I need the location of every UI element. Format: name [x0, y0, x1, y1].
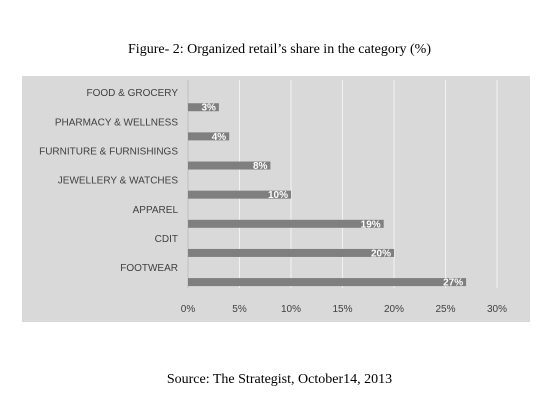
- x-tick-label: 25%: [435, 304, 455, 315]
- x-tick-label: 30%: [487, 304, 507, 315]
- bar-5: [188, 248, 394, 257]
- x-tick-label: 10%: [281, 304, 301, 315]
- data-label: 27%: [443, 278, 463, 289]
- data-label: 19%: [361, 219, 381, 230]
- category-labels: FOOD & GROCERY PHARMACY & WELLNESS FURNITU…: [39, 88, 178, 274]
- data-labels: 3% 4% 8% 10% 19% 20% 27%: [201, 103, 463, 289]
- bar-3: [188, 190, 291, 199]
- bars: [188, 103, 467, 287]
- source-note: Source: The Strategist, October14, 2013: [166, 372, 393, 387]
- bar-chart: FOOD & GROCERY PHARMACY & WELLNESS FURNITU…: [22, 76, 530, 322]
- data-label: 3%: [201, 103, 216, 114]
- data-label: 4%: [212, 132, 227, 143]
- category-label: CDIT: [155, 234, 178, 245]
- category-label: FURNITURE & FURNISHINGS: [39, 147, 178, 158]
- x-tick-label: 15%: [332, 304, 352, 315]
- category-label: APPAREL: [133, 205, 179, 216]
- category-label: PHARMACY & WELLNESS: [55, 117, 179, 128]
- bar-4: [188, 219, 384, 228]
- x-tick-label: 0%: [181, 304, 196, 315]
- data-label: 10%: [268, 190, 288, 201]
- bar-2: [188, 161, 271, 170]
- x-axis-tick-labels: 0% 5% 10% 15% 20% 25% 30%: [181, 304, 507, 315]
- figure-title: Figure- 2: Organized retail’s share in t…: [128, 42, 431, 57]
- data-label: 8%: [253, 161, 268, 172]
- bar-0: [188, 103, 219, 112]
- bar-1: [188, 132, 230, 141]
- x-tick-label: 5%: [232, 304, 247, 315]
- category-label: FOOTWEAR: [120, 263, 178, 274]
- data-label: 20%: [371, 248, 391, 259]
- category-label: FOOD & GROCERY: [87, 88, 179, 99]
- bar-6: [188, 278, 467, 287]
- x-tick-label: 20%: [384, 304, 404, 315]
- category-label: JEWELLERY & WATCHES: [58, 176, 179, 187]
